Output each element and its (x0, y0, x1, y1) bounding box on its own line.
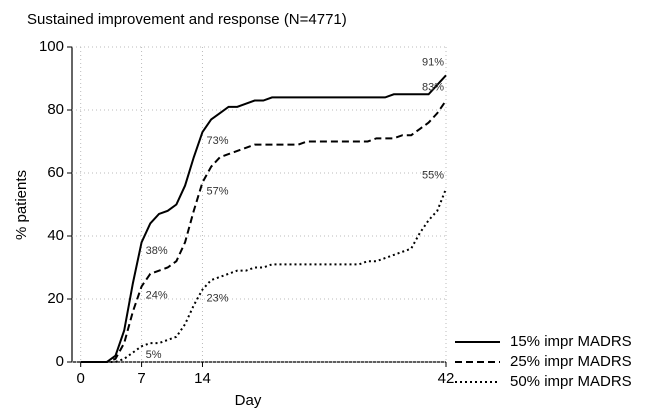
chart-title: Sustained improvement and response (N=47… (27, 11, 347, 28)
data-label: 5% (146, 349, 162, 361)
y-tick-label: 40 (47, 227, 64, 244)
y-tick-label: 60 (47, 164, 64, 181)
series-line (80, 99, 447, 363)
x-tick-label: 7 (137, 370, 145, 387)
legend-label: 25% impr MADRS (510, 353, 632, 370)
y-tick-label: 20 (47, 290, 64, 307)
y-tick-label: 80 (47, 101, 64, 118)
y-tick-label: 100 (39, 38, 64, 55)
legend-label: 50% impr MADRS (510, 373, 632, 390)
data-label: 24% (146, 289, 168, 301)
x-axis-label: Day (235, 392, 262, 409)
y-tick-label: 0 (56, 353, 64, 370)
data-label: 57% (206, 185, 228, 197)
data-label: 55% (422, 170, 444, 182)
data-label: 38% (146, 245, 168, 257)
series-line (80, 74, 447, 363)
data-label: 83% (422, 81, 444, 93)
data-label: 91% (422, 56, 444, 68)
x-tick-label: 42 (438, 370, 455, 387)
y-axis-label: % patients (13, 170, 30, 240)
data-label: 23% (206, 292, 228, 304)
x-tick-label: 0 (77, 370, 85, 387)
series-line (80, 188, 447, 363)
x-tick-label: 14 (194, 370, 211, 387)
legend-label: 15% impr MADRS (510, 333, 632, 350)
data-label: 73% (206, 135, 228, 147)
